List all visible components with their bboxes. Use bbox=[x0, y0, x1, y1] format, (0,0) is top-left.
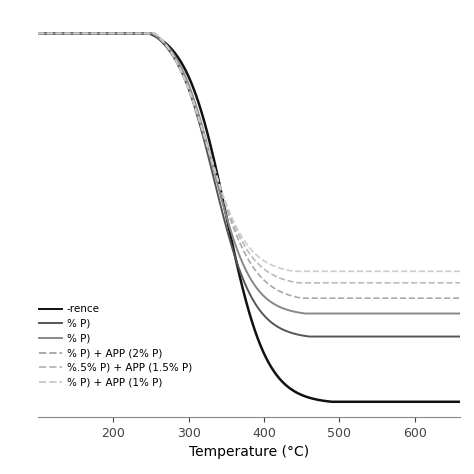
Legend: -rence, % P), % P), % P) + APP (2% P), %.5% P) + APP (1.5% P), % P) + APP (1% P): -rence, % P), % P), % P) + APP (2% P), %… bbox=[35, 300, 196, 392]
X-axis label: Temperature (°C): Temperature (°C) bbox=[189, 446, 309, 459]
